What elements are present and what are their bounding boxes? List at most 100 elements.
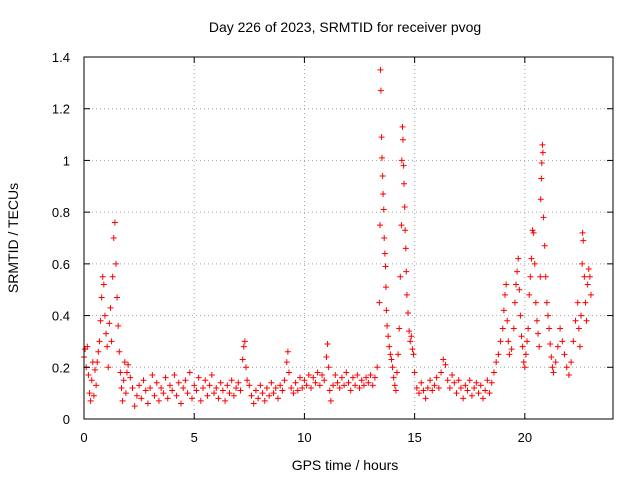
data-point <box>119 397 126 404</box>
data-point <box>422 395 429 402</box>
data-point <box>574 299 581 306</box>
data-point <box>403 291 410 298</box>
data-point <box>191 382 198 389</box>
data-point <box>129 384 136 391</box>
data-point <box>391 382 398 389</box>
data-point <box>195 374 202 381</box>
data-point <box>572 317 579 324</box>
data-point <box>105 364 112 371</box>
data-point <box>171 372 178 379</box>
data-point <box>382 263 389 270</box>
data-point <box>552 359 559 366</box>
data-point <box>440 356 447 363</box>
data-point <box>587 291 594 298</box>
data-point <box>240 343 247 350</box>
data-point <box>101 312 108 319</box>
data-point <box>442 361 449 368</box>
data-point <box>177 400 184 407</box>
data-point <box>409 346 416 353</box>
data-point <box>379 172 386 179</box>
data-point <box>451 379 458 386</box>
data-point <box>505 338 512 345</box>
data-point <box>557 325 564 332</box>
data-point <box>378 134 385 141</box>
x-axis-label: GPS time / hours <box>292 457 399 473</box>
data-point <box>374 364 381 371</box>
data-point <box>578 312 585 319</box>
data-point <box>283 359 290 366</box>
data-point <box>526 291 533 298</box>
data-point <box>259 390 266 397</box>
data-point <box>402 245 409 252</box>
data-point <box>294 387 301 394</box>
data-point <box>468 392 475 399</box>
data-point <box>120 377 127 384</box>
data-point <box>95 348 102 355</box>
data-point <box>395 351 402 358</box>
data-point <box>538 175 545 182</box>
data-point <box>299 384 306 391</box>
data-point <box>279 387 286 394</box>
data-point <box>312 379 319 386</box>
plot-frame <box>83 56 614 420</box>
data-point <box>513 281 520 288</box>
y-tick-labels: 0 0.2 0.4 0.6 0.8 1 1.2 1.4 <box>52 50 70 427</box>
data-point <box>200 384 207 391</box>
data-point <box>122 390 129 397</box>
data-point <box>424 384 431 391</box>
data-point <box>385 333 392 340</box>
data-point <box>193 387 200 394</box>
data-point <box>352 382 359 389</box>
data-point <box>166 382 173 389</box>
data-point <box>396 325 403 332</box>
data-point <box>96 338 103 345</box>
data-point <box>330 382 337 389</box>
data-point <box>108 338 115 345</box>
data-point <box>535 330 542 337</box>
data-point <box>501 291 508 298</box>
data-point <box>252 387 259 394</box>
data-point <box>100 281 107 288</box>
data-point <box>204 392 211 399</box>
data-point <box>524 338 531 345</box>
data-point <box>136 382 143 389</box>
data-point <box>581 273 588 280</box>
data-point <box>518 333 525 340</box>
data-point <box>211 390 218 397</box>
data-point <box>88 377 95 384</box>
x-tick-labels: 0 5 10 15 20 <box>80 430 532 445</box>
data-point <box>543 299 550 306</box>
data-point <box>380 206 387 213</box>
data-point <box>360 382 367 389</box>
data-point <box>544 312 551 319</box>
data-point <box>549 364 556 371</box>
data-point <box>561 351 568 358</box>
data-point <box>338 374 345 381</box>
data-point <box>531 260 538 267</box>
data-point <box>453 390 460 397</box>
data-point <box>310 374 317 381</box>
data-point <box>420 387 427 394</box>
data-point <box>486 390 493 397</box>
data-point <box>367 372 374 379</box>
data-point <box>202 377 209 384</box>
data-point <box>115 322 122 329</box>
data-point <box>540 214 547 221</box>
data-point <box>356 384 363 391</box>
data-point <box>389 364 396 371</box>
data-point <box>520 359 527 366</box>
chart-title: Day 226 of 2023, SRMTID for receiver pvo… <box>209 19 481 35</box>
data-point <box>411 369 418 376</box>
data-point <box>363 374 370 381</box>
data-point <box>327 397 334 404</box>
y-tick-label: 0 <box>63 412 70 427</box>
data-point <box>182 377 189 384</box>
data-point <box>537 273 544 280</box>
y-tick-label: 0.6 <box>52 257 70 272</box>
data-point <box>530 229 537 236</box>
data-point <box>326 387 333 394</box>
data-point <box>431 382 438 389</box>
data-point <box>405 309 412 316</box>
data-point <box>399 136 406 143</box>
data-point <box>393 369 400 376</box>
